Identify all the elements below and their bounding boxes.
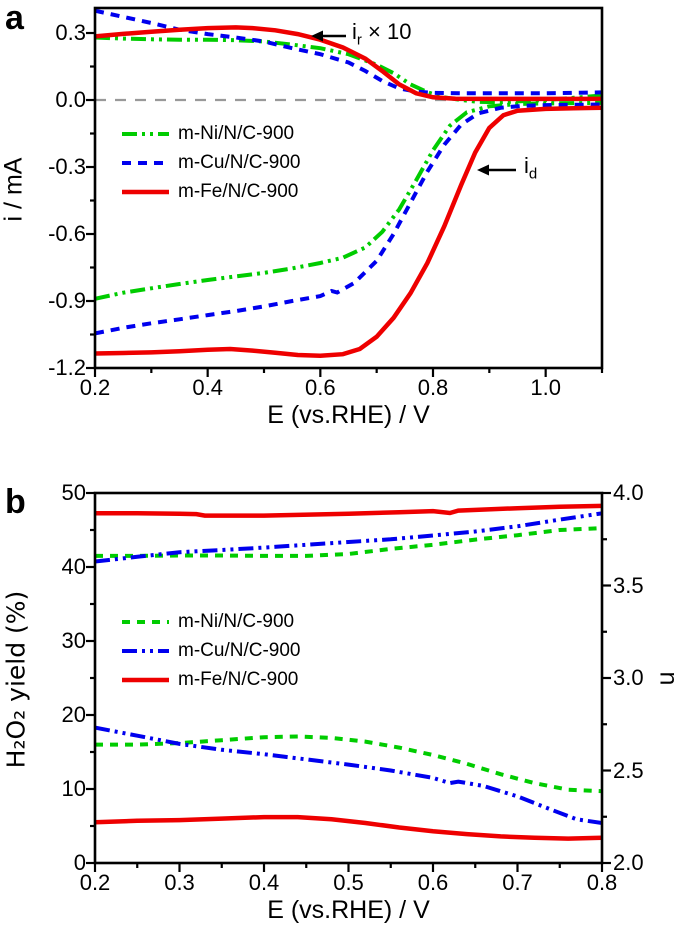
panel-b-x-axis-title: E (vs.RHE) / V [267,896,430,924]
panel-b-legend: m-Ni/N/C-900 m-Cu/N/C-900 m-Fe/N/C-900 [122,607,300,694]
curve-m-fe-n-c-900-h2o2-yield [95,814,602,841]
panel-a-y-tick-label: 0.0 [55,87,86,112]
legend-line-swatch-m-fe-n-c-900 [122,677,169,682]
panel-b-y-axis-title: H₂O₂ yield (%) [1,590,31,769]
disk-current-annotation: id [524,154,537,186]
panel-b-x-tick-label: 0.3 [164,870,195,895]
legend-item-m-cu-n-c-900: m-Cu/N/C-900 [122,148,300,177]
legend-item-m-fe-n-c-900: m-Fe/N/C-900 [122,177,300,206]
panel-a-x-tick-label: 0.4 [192,375,223,400]
panel-b-y-tick-label: 0 [73,850,86,875]
panel-a-y-tick-label: -0.9 [48,288,86,313]
panel-b-x-tick-label: 0.8 [586,870,618,895]
panel-b-y-tick-label: 10 [61,776,86,801]
panel-a-y-tick-label: -0.6 [48,221,86,246]
ring-current-arrowhead-icon [311,30,323,42]
legend-line-swatch-m-cu-n-c-900 [122,160,169,165]
panel-b-y-tick-label: 30 [61,628,86,653]
legend-item-m-fe-n-c-900: m-Fe/N/C-900 [122,665,300,694]
legend-item-m-ni-n-c-900: m-Ni/N/C-900 [122,119,300,148]
curve-m-fe-n-c-900-disk-current-id [95,105,602,358]
curve-m-cu-n-c-900-disk-current-id [95,102,602,336]
panel-b-x-tick-label: 0.7 [502,870,533,895]
curve-m-ni-n-c-900-ring-current-ir-x-10 [95,35,602,105]
curve-m-ni-n-c-900-electron-transfer-number-n [95,526,602,558]
ring-current-annotation: ir × 10 [352,20,411,52]
panel-b-right-y-tick-label: 2.5 [613,757,644,783]
panel-b-x-tick-label: 0.4 [248,870,280,895]
legend-label: m-Fe/N/C-900 [178,180,299,202]
ring-annotation-symbol: i [352,19,357,44]
ring-annotation-subscript: r [356,31,362,49]
panel-a-legend: m-Ni/N/C-900 m-Cu/N/C-900 m-Fe/N/C-900 [122,119,300,206]
legend-label: m-Fe/N/C-900 [178,668,299,690]
legend-label: m-Ni/N/C-900 [178,122,295,144]
panel-a-x-tick-label: 0.8 [417,375,449,400]
panel-b-right-y-tick-label: 3.0 [613,665,644,690]
panel-b-right-y-tick-label: 3.5 [613,572,644,598]
ring-annotation-factor: × 10 [361,19,412,44]
panel-a-y-tick-label: -1.2 [48,355,86,380]
panel-b-right-y-tick-label: 2.0 [613,850,644,875]
panel-a-frame [93,6,604,370]
panel-b-label: b [5,483,26,521]
curve-m-ni-n-c-900-disk-current-id [95,100,602,301]
disk-annotation-subscript: d [528,165,538,183]
panel-b-x-tick-label: 0.6 [417,870,449,895]
legend-label: m-Cu/N/C-900 [178,151,301,173]
legend-item-m-cu-n-c-900: m-Cu/N/C-900 [122,636,300,665]
disk-current-arrowhead-icon [477,164,489,176]
panel-b-y-tick-label: 50 [61,480,86,505]
curve-m-cu-n-c-900-electron-transfer-number-n [95,511,602,564]
panel-a-x-tick-label: 0.6 [305,375,336,400]
panel-a-x-tick-label: 1.0 [530,375,561,400]
legend-item-m-ni-n-c-900: m-Ni/N/C-900 [122,607,300,636]
legend-line-swatch-m-ni-n-c-900 [122,131,169,136]
curve-m-fe-n-c-900-electron-transfer-number-n [95,503,602,518]
legend-line-swatch-m-ni-n-c-900 [122,619,169,624]
panel-b-x-tick-label: 0.5 [333,870,364,895]
panel-b-x-tick-label: 0.2 [79,870,111,895]
panel-a-y-tick-label: -0.3 [48,154,86,179]
curve-m-ni-n-c-900-h2o2-yield [95,734,602,794]
legend-line-swatch-m-cu-n-c-900 [122,648,169,653]
panel-b-y-tick-label: 40 [61,554,86,579]
legend-line-swatch-m-fe-n-c-900 [122,189,169,194]
panel-b-y-tick-label: 20 [61,702,86,727]
curve-m-fe-n-c-900-ring-current-ir-x-10 [95,25,602,102]
curve-m-cu-n-c-900-h2o2-yield [95,725,602,825]
panel-a-y-tick-label: 0.3 [55,20,86,45]
panel-a-x-axis-title: E (vs.RHE) / V [267,401,430,429]
panel-b-right-y-tick-label: 4.0 [613,480,644,505]
panel-a-label: a [5,0,24,37]
panel-a-x-tick-label: 0.2 [79,375,111,400]
legend-label: m-Ni/N/C-900 [178,610,295,632]
legend-label: m-Cu/N/C-900 [178,639,301,661]
disk-annotation-symbol: i [524,153,529,178]
